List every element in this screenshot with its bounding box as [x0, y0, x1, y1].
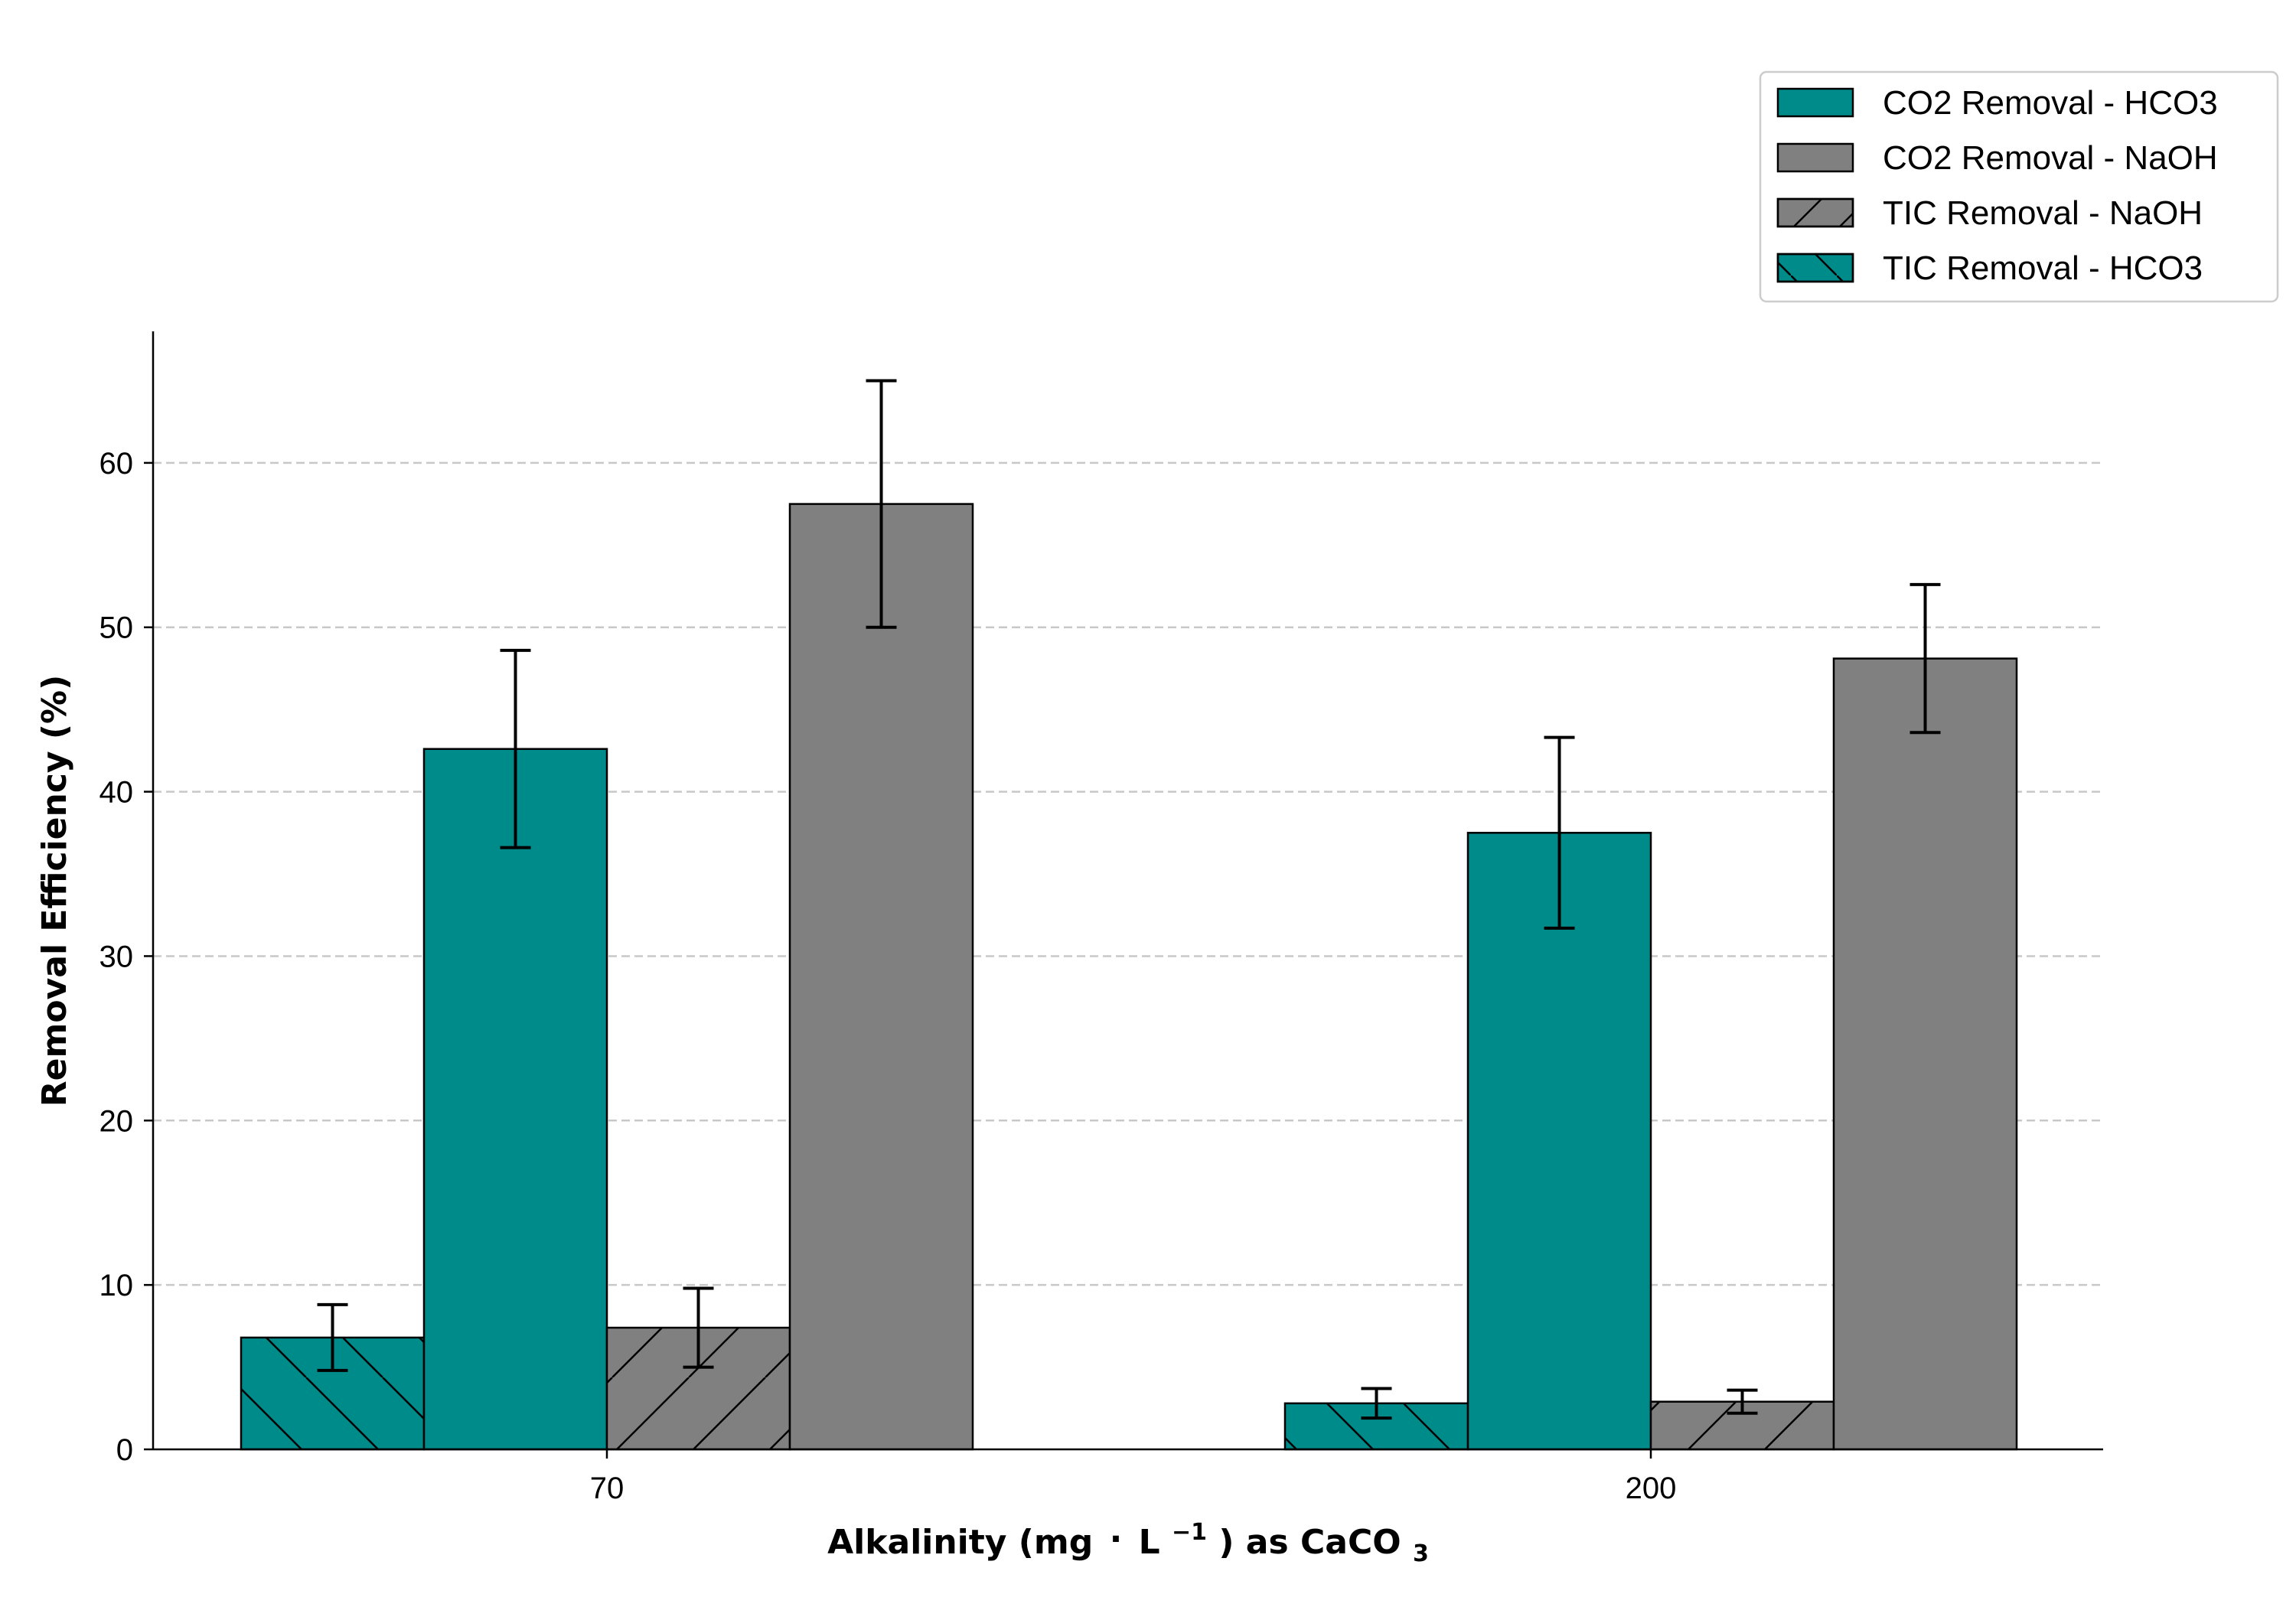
x-ticks: 70 200	[590, 1449, 1677, 1505]
bar	[1468, 833, 1651, 1449]
y-axis-title: Removal Efficiency (%)	[35, 675, 74, 1107]
x-axis-title: Alkalinity (mg · L −1 ) as CaCO 3	[827, 1509, 1429, 1567]
x-tick-label: 70	[590, 1472, 625, 1505]
error-bar	[1910, 582, 1941, 735]
bar	[1834, 658, 2017, 1449]
bars	[240, 503, 2018, 1451]
x-axis-title-unit: L	[1139, 1523, 1160, 1562]
y-tick-label: 30	[99, 940, 134, 973]
error-bar	[1544, 735, 1575, 930]
error-bar	[1727, 1388, 1758, 1415]
x-axis-title-main: Alkalinity (mg	[827, 1523, 1093, 1562]
error-bar	[500, 648, 531, 849]
legend-item: TIC Removal - NaOH	[1776, 194, 2203, 232]
legend-label: CO2 Removal - HCO3	[1883, 84, 2218, 122]
x-axis-title-suffix-sub: 3	[1413, 1540, 1429, 1567]
legend-swatch	[1776, 87, 1854, 118]
axes	[152, 331, 2103, 1451]
legend-item: TIC Removal - HCO3	[1776, 249, 2203, 287]
y-ticks: 0 10 20 30 40 50 60	[99, 447, 153, 1467]
legend-swatch	[1776, 142, 1854, 173]
legend-label: TIC Removal - HCO3	[1883, 249, 2203, 287]
legend-item: CO2 Removal - NaOH	[1776, 139, 2218, 177]
legend-label: CO2 Removal - NaOH	[1883, 139, 2218, 177]
error-bars	[317, 379, 1941, 1420]
legend-item: CO2 Removal - HCO3	[1776, 84, 2218, 122]
x-axis-title-suffix: ) as CaCO	[1218, 1523, 1401, 1562]
x-axis-title-unit-sup: −1	[1172, 1519, 1207, 1546]
legend-label: TIC Removal - NaOH	[1883, 194, 2203, 232]
bar	[790, 504, 973, 1449]
legend-swatch-hatch	[1776, 197, 1854, 228]
error-bar	[866, 379, 897, 629]
legend: CO2 Removal - HCO3 CO2 Removal - NaOH TIC …	[1759, 70, 2279, 303]
error-bar	[317, 1302, 348, 1372]
legend-swatch-hatch	[1776, 253, 1854, 283]
y-tick-label: 60	[99, 447, 134, 481]
y-tick-label: 0	[116, 1433, 133, 1467]
y-tick-label: 40	[99, 776, 134, 810]
bar	[424, 748, 607, 1449]
y-tick-label: 50	[99, 611, 134, 645]
y-tick-label: 10	[99, 1269, 134, 1302]
error-bar	[1361, 1387, 1392, 1420]
legend-frame	[1759, 70, 2279, 303]
x-tick-label: 200	[1626, 1472, 1677, 1505]
y-tick-label: 20	[99, 1104, 134, 1138]
x-axis-title-dot: ·	[1110, 1520, 1123, 1559]
error-bar	[683, 1286, 714, 1369]
